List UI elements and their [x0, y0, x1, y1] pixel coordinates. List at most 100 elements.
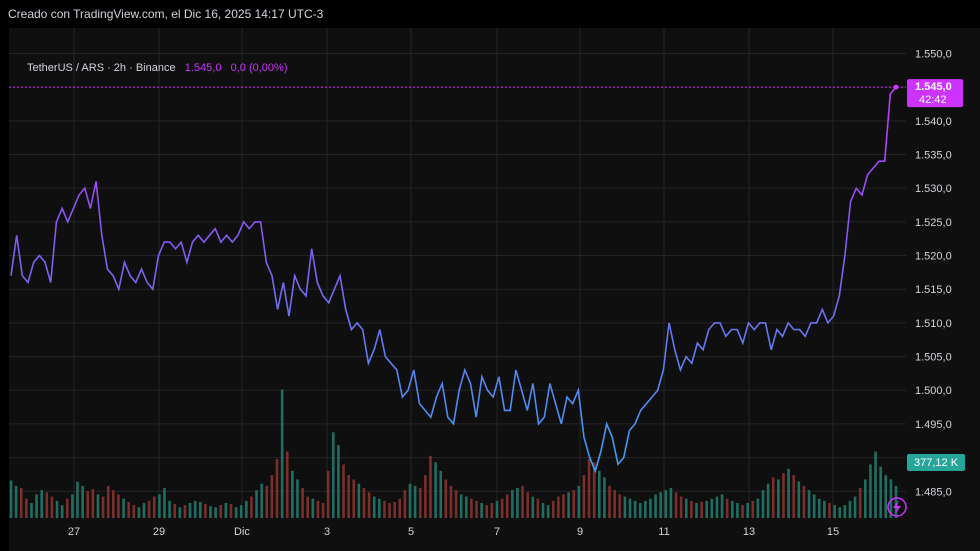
volume-bar	[741, 505, 744, 518]
volume-bar	[321, 503, 325, 518]
x-tick-label: 15	[827, 526, 839, 538]
volume-bar	[86, 491, 90, 518]
volume-bar	[214, 507, 217, 518]
volume-bar	[536, 498, 540, 518]
volume-bar	[424, 475, 427, 518]
volume-bar	[296, 479, 299, 518]
volume-bar	[35, 494, 38, 518]
volume-bar	[19, 488, 23, 518]
volume-bar	[731, 500, 734, 518]
volume-bar	[751, 500, 755, 518]
volume-bar	[700, 501, 703, 518]
volume-bar	[55, 500, 59, 518]
volume-bar	[250, 496, 253, 518]
volume-bar	[362, 488, 366, 518]
volume-bar	[879, 466, 882, 518]
volume-bar	[792, 475, 795, 518]
price-tag: 1.545,0 42:42	[907, 79, 963, 108]
volume-bar	[505, 494, 509, 518]
volume-bar	[96, 494, 100, 518]
volume-bar	[797, 481, 801, 518]
volume-bar	[659, 492, 662, 518]
volume-bar	[444, 479, 448, 518]
volume-bar	[388, 503, 391, 518]
volume-bar	[511, 490, 514, 518]
volume-bar	[326, 470, 330, 518]
y-tick-label: 1.540,0	[915, 116, 952, 128]
volume-tag: 377,12 K	[907, 454, 965, 471]
y-tick-label: 1.550,0	[915, 48, 952, 60]
volume-bar	[45, 492, 49, 518]
volume-bar	[142, 503, 146, 518]
price-line[interactable]	[10, 86, 897, 474]
price-tag-value: 1.545,0	[915, 81, 952, 93]
volume-bar	[782, 473, 785, 518]
volume-bar	[480, 503, 483, 518]
volume-bar	[464, 496, 468, 518]
volume-bar	[168, 500, 171, 518]
volume-bar	[541, 503, 545, 518]
x-tick-label: 5	[408, 526, 414, 538]
volume-bar	[209, 506, 212, 518]
volume-bar	[403, 490, 407, 518]
chart-panel[interactable]: 1.550,0 1.545,0 1.540,0 1.535,0 1.530,0 1.525…	[9, 28, 980, 551]
x-tick-label: 27	[68, 526, 80, 538]
volume-bar	[413, 485, 417, 518]
volume-bar	[193, 500, 197, 518]
volume-bar	[884, 475, 888, 518]
volume-bar	[618, 494, 622, 518]
volume-bar	[567, 492, 570, 518]
volume-bar	[173, 504, 176, 518]
volume-bar	[526, 492, 529, 518]
volume-bar	[516, 488, 519, 518]
volume-bar	[158, 494, 161, 518]
volume-bar	[224, 503, 228, 518]
volume-bar	[470, 498, 473, 518]
volume-bar	[383, 500, 386, 518]
x-tick-label: 29	[153, 526, 165, 538]
volume-bar	[817, 498, 821, 518]
volume-bar	[787, 468, 790, 518]
volume-bar	[311, 498, 315, 518]
volume-bar	[393, 501, 396, 518]
volume-bar	[654, 494, 657, 518]
volume-bar	[342, 464, 345, 518]
volume-bar	[65, 498, 69, 518]
volume-bar	[188, 503, 192, 518]
volume-bar	[76, 481, 79, 518]
lightning-icon[interactable]	[887, 497, 907, 517]
volume-bar	[275, 459, 279, 518]
volume-bar	[597, 470, 601, 518]
volume-bar	[301, 488, 304, 518]
volume-bars	[9, 389, 898, 518]
volume-bar	[429, 455, 432, 518]
volume-bar	[608, 485, 611, 518]
volume-bar	[557, 496, 560, 518]
volume-bar	[833, 505, 836, 518]
volume-bar	[30, 503, 33, 518]
x-tick-label: 13	[743, 526, 755, 538]
volume-bar	[229, 504, 233, 518]
volume-bar	[623, 496, 627, 518]
x-tick-label: 11	[658, 526, 669, 538]
volume-bar	[495, 500, 499, 518]
volume-bar	[204, 504, 207, 518]
volume-bar	[807, 490, 811, 518]
volume-bar	[285, 451, 289, 518]
price-chart[interactable]: 1.550,0 1.545,0 1.540,0 1.535,0 1.530,0 1.525…	[9, 28, 980, 551]
volume-bar	[864, 479, 867, 518]
volume-bar	[91, 489, 95, 518]
y-axis[interactable]: 1.550,0 1.545,0 1.540,0 1.535,0 1.530,0 1.525…	[915, 48, 952, 498]
y-tick-label: 1.525,0	[915, 217, 952, 229]
x-tick-label: 7	[494, 526, 500, 538]
volume-bar	[690, 500, 693, 518]
volume-bar	[101, 496, 105, 518]
volume-bar	[418, 488, 422, 518]
y-tick-label: 1.495,0	[915, 419, 952, 431]
x-axis[interactable]: 27 29 Dic 3 5 7 9 11 13 15	[68, 526, 839, 538]
volume-bar	[163, 488, 166, 518]
volume-bar	[127, 501, 130, 518]
volume-bar	[869, 464, 872, 518]
volume-bar	[577, 485, 581, 518]
volume-bar	[265, 485, 269, 518]
